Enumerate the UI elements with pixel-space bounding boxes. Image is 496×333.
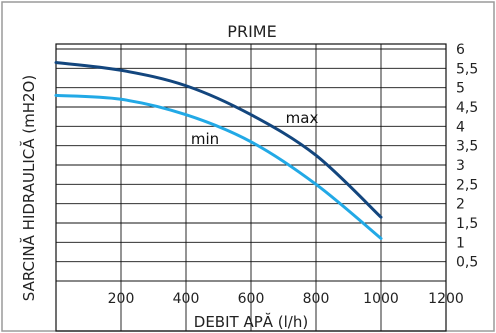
series-layer: max min <box>54 61 383 240</box>
y-tick-label: 0,5 <box>456 255 478 271</box>
x-tick-label: 800 <box>303 291 330 307</box>
y-tick-label: 1,5 <box>456 216 478 232</box>
y-tick-label: 1 <box>456 235 465 251</box>
y-tick-label: 3 <box>456 158 465 174</box>
grid <box>56 44 446 331</box>
x-tick-label: 600 <box>238 291 265 307</box>
tick-labels: 0,5 1 1,5 2 2,5 3 3,5 4 4,5 5 5,5 6 200 400 600 800 1000… <box>108 42 479 307</box>
x-tick-label: 1200 <box>428 291 464 307</box>
y-tick-label: 5 <box>456 81 465 97</box>
series-line-min <box>54 93 383 240</box>
x-tick-label: 400 <box>173 291 200 307</box>
x-axis-title: DEBIT APĂ (l/h) <box>194 312 308 331</box>
series-label-min: min <box>191 130 219 148</box>
series-line-max <box>54 61 383 219</box>
y-tick-label: 2,5 <box>456 177 478 193</box>
series-label-max: max <box>286 109 319 127</box>
y-tick-label: 4 <box>456 119 465 135</box>
x-tick-label: 1000 <box>363 291 399 307</box>
plot-area <box>55 43 447 332</box>
x-tick-label: 200 <box>108 291 135 307</box>
chart-title: PRIME <box>227 22 276 41</box>
y-tick-label: 3,5 <box>456 139 478 155</box>
y-axis-title: SARCINĂ HIDRAULICĂ (mH2O) <box>19 75 38 301</box>
y-tick-label: 2 <box>456 197 465 213</box>
y-tick-label: 6 <box>456 42 465 58</box>
y-tick-label: 5,5 <box>456 61 478 77</box>
y-tick-label: 4,5 <box>456 100 478 116</box>
